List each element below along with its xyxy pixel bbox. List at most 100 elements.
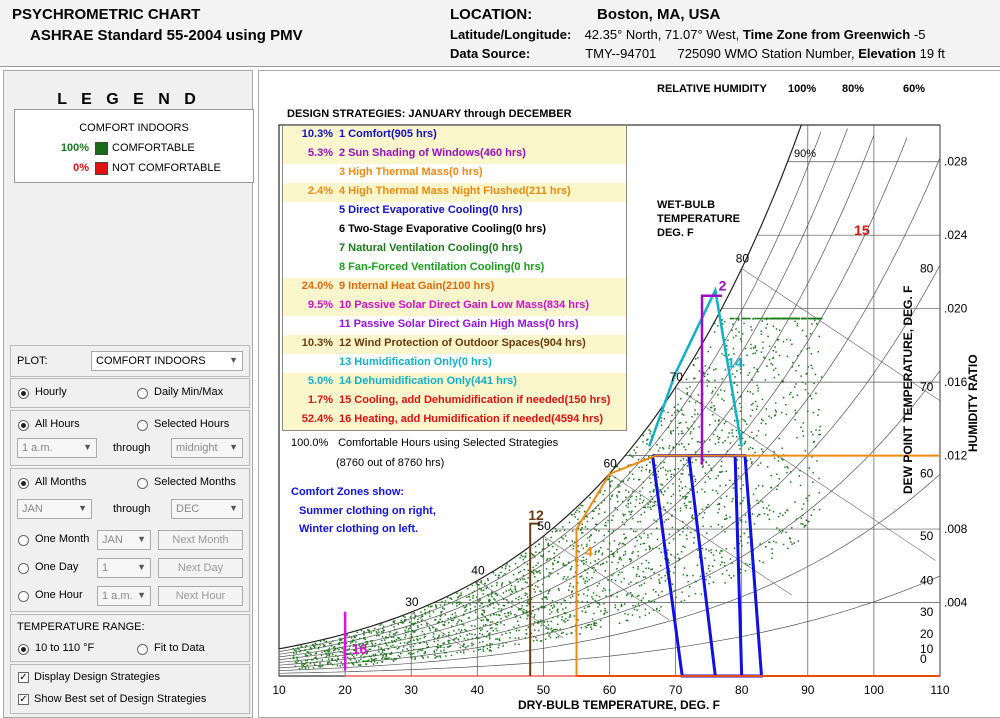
data-point xyxy=(444,621,446,623)
data-point xyxy=(768,541,771,543)
data-point xyxy=(740,502,742,504)
data-point xyxy=(611,495,613,498)
data-point xyxy=(537,580,539,582)
data-point xyxy=(802,317,804,320)
data-point xyxy=(704,481,706,483)
design-strategy-row: 5 Direct Evaporative Cooling(0 hrs) xyxy=(283,202,626,221)
data-point xyxy=(465,605,468,607)
data-point xyxy=(524,581,527,583)
data-point xyxy=(424,652,427,654)
data-point xyxy=(434,657,436,659)
data-point xyxy=(458,601,461,603)
month-to-select[interactable]: DEC ▼ xyxy=(171,499,243,519)
data-point xyxy=(583,510,586,513)
selected-hours-radio[interactable] xyxy=(137,420,148,431)
data-point xyxy=(668,447,670,449)
data-point xyxy=(353,636,356,639)
data-point xyxy=(373,655,376,657)
data-point xyxy=(468,617,470,619)
data-point xyxy=(777,485,779,487)
data-point xyxy=(516,615,518,617)
next-day-button[interactable]: Next Day xyxy=(158,558,243,578)
data-point xyxy=(800,426,802,428)
month-from-select[interactable]: JAN ▼ xyxy=(17,499,92,519)
one-hour-radio[interactable] xyxy=(18,591,29,602)
one-day-radio[interactable] xyxy=(18,563,29,574)
data-point xyxy=(550,620,552,623)
data-point xyxy=(761,448,763,450)
one-day-select[interactable]: 1 ▼ xyxy=(97,558,151,578)
data-point xyxy=(710,525,712,528)
data-point xyxy=(462,614,465,616)
one-month-select[interactable]: JAN ▼ xyxy=(97,530,151,550)
data-point xyxy=(623,538,626,540)
data-point xyxy=(599,619,602,622)
data-point xyxy=(661,439,664,441)
data-point xyxy=(543,576,546,579)
data-point xyxy=(527,599,529,601)
plot-select[interactable]: COMFORT INDOORS ▼ xyxy=(91,351,243,371)
zone-label: 4 xyxy=(585,544,593,560)
data-point xyxy=(611,480,613,482)
data-point xyxy=(518,637,520,639)
data-point xyxy=(725,514,727,517)
data-point xyxy=(421,614,423,616)
data-point xyxy=(724,518,726,520)
data-point xyxy=(381,649,384,652)
data-point xyxy=(774,409,777,411)
hour-from-select[interactable]: 1 a.m. ▼ xyxy=(17,438,97,458)
data-point xyxy=(638,575,640,578)
data-point xyxy=(780,532,783,534)
data-point xyxy=(306,654,309,657)
all-months-radio[interactable] xyxy=(18,478,29,489)
one-month-radio[interactable] xyxy=(18,535,29,546)
data-point xyxy=(595,550,597,553)
data-point xyxy=(716,435,719,438)
data-point xyxy=(416,639,419,642)
data-point xyxy=(336,660,338,663)
data-point xyxy=(530,632,533,635)
data-point xyxy=(726,517,728,519)
data-point xyxy=(632,456,634,458)
data-point xyxy=(738,331,740,333)
data-point xyxy=(680,459,682,462)
data-point xyxy=(672,483,674,485)
data-point xyxy=(756,405,759,407)
hour-to-select[interactable]: midnight ▼ xyxy=(171,438,243,458)
data-point xyxy=(487,579,489,582)
range-10-110-radio[interactable] xyxy=(18,644,29,655)
data-point xyxy=(723,506,726,508)
data-point xyxy=(532,569,535,571)
hourly-radio[interactable] xyxy=(18,388,29,399)
selected-months-label: Selected Months xyxy=(154,476,236,488)
display-ds-checkbox[interactable]: ✓ xyxy=(18,672,29,683)
data-point xyxy=(437,655,439,658)
x-tick-label: 10 xyxy=(272,683,286,697)
data-point xyxy=(494,574,497,576)
data-point xyxy=(387,636,389,639)
data-point xyxy=(319,664,321,666)
data-point xyxy=(689,432,692,435)
data-point xyxy=(562,538,564,540)
one-hour-select[interactable]: 1 a.m. ▼ xyxy=(97,586,151,606)
through-label-2: through xyxy=(113,503,151,515)
data-point xyxy=(737,391,739,394)
data-point xyxy=(479,641,481,644)
data-point xyxy=(568,585,571,587)
dewpoint-axis-label: DEW POINT TEMPERATURE, DEG. F xyxy=(901,285,915,494)
all-hours-radio[interactable] xyxy=(18,420,29,431)
data-point xyxy=(766,365,768,367)
daily-radio[interactable] xyxy=(137,388,148,399)
selected-months-radio[interactable] xyxy=(137,478,148,489)
data-point xyxy=(607,530,610,532)
data-point xyxy=(567,561,570,564)
data-point xyxy=(663,410,665,412)
data-point xyxy=(607,579,609,581)
fit-to-data-radio[interactable] xyxy=(137,644,148,655)
next-month-button[interactable]: Next Month xyxy=(158,530,243,550)
show-best-checkbox[interactable]: ✓ xyxy=(18,694,29,705)
data-point xyxy=(733,575,735,577)
next-hour-button[interactable]: Next Hour xyxy=(158,586,243,606)
data-point xyxy=(506,599,508,601)
data-point xyxy=(347,662,350,664)
